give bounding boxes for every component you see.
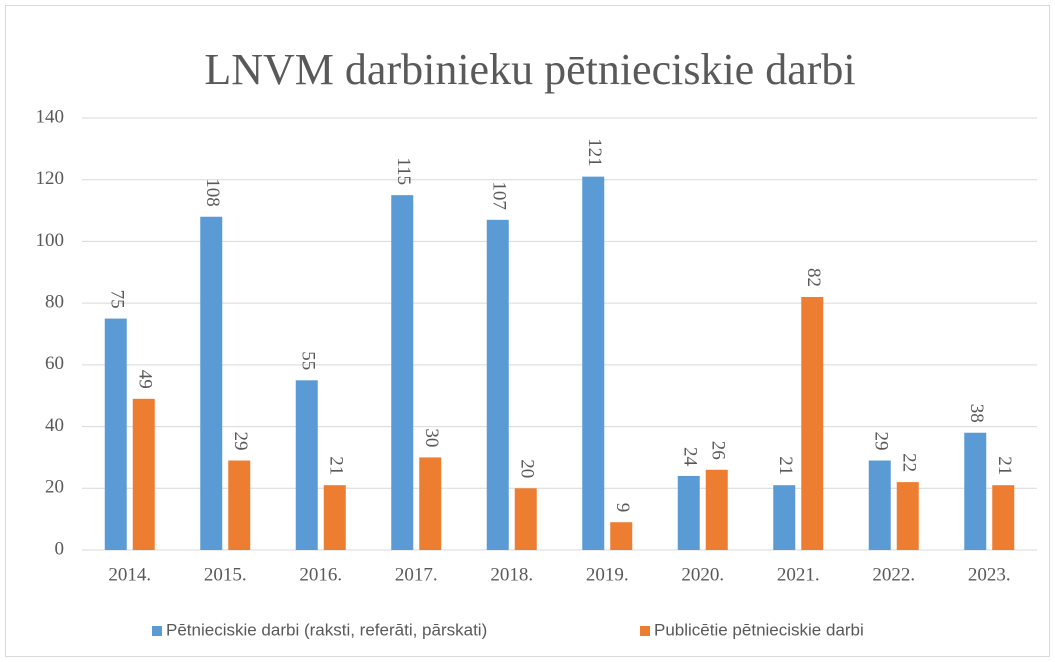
bar (992, 485, 1015, 550)
x-tick-label: 2014. (108, 564, 151, 585)
bar (705, 469, 728, 550)
bar (295, 380, 318, 550)
data-label: 55 (297, 351, 318, 370)
x-tick-label: 2022. (872, 564, 915, 585)
data-label: 75 (106, 290, 127, 309)
x-tick-label: 2021. (777, 564, 820, 585)
data-label: 21 (325, 456, 346, 475)
bar (868, 460, 891, 550)
data-label: 26 (707, 441, 728, 460)
data-label: 49 (134, 370, 155, 389)
bar (228, 460, 251, 550)
data-label: 9 (612, 503, 633, 513)
y-tick-label: 40 (45, 415, 64, 436)
x-tick-label: 2018. (490, 564, 533, 585)
data-label: 21 (994, 456, 1015, 475)
bar (896, 482, 919, 550)
data-label: 107 (488, 181, 509, 210)
bar (964, 432, 987, 550)
y-tick-label: 120 (36, 168, 65, 189)
legend-label: Publicētie pētnieciskie darbi (654, 620, 864, 639)
bar (419, 457, 442, 550)
x-tick-label: 2023. (968, 564, 1011, 585)
data-label: 108 (202, 178, 223, 207)
data-label: 115 (393, 157, 414, 185)
data-label: 38 (966, 404, 987, 423)
bar (323, 485, 346, 550)
bar (610, 522, 633, 550)
data-label: 121 (584, 138, 605, 167)
legend-swatch (640, 626, 650, 636)
data-label: 82 (803, 268, 824, 287)
y-tick-label: 80 (45, 292, 64, 313)
legend-swatch (152, 626, 162, 636)
bar (514, 488, 537, 550)
bar (391, 195, 414, 550)
bar (104, 318, 127, 550)
bar (200, 216, 223, 550)
x-tick-label: 2020. (681, 564, 724, 585)
data-label: 24 (679, 447, 700, 467)
data-label: 29 (230, 432, 251, 451)
bar (132, 398, 155, 550)
y-tick-label: 0 (55, 538, 65, 559)
y-tick-label: 100 (36, 230, 65, 251)
y-tick-label: 140 (36, 106, 65, 127)
bar (582, 176, 605, 550)
y-tick-label: 20 (45, 477, 64, 498)
legend-label: Pētnieciskie darbi (raksti, referāti, pā… (166, 620, 487, 639)
chart-border (5, 5, 1050, 657)
y-tick-label: 60 (45, 353, 64, 374)
x-tick-label: 2019. (586, 564, 629, 585)
data-label: 21 (775, 456, 796, 475)
bar (486, 219, 509, 551)
data-label: 20 (516, 459, 537, 478)
x-tick-label: 2015. (204, 564, 247, 585)
data-label: 29 (870, 432, 891, 451)
data-label: 30 (421, 428, 442, 447)
data-label: 22 (898, 453, 919, 472)
bar (773, 485, 796, 550)
chart-title: LNVM darbinieku pētnieciskie darbi (204, 45, 855, 94)
bar (677, 475, 700, 550)
x-tick-label: 2017. (395, 564, 438, 585)
bar (801, 296, 824, 550)
x-tick-label: 2016. (299, 564, 342, 585)
